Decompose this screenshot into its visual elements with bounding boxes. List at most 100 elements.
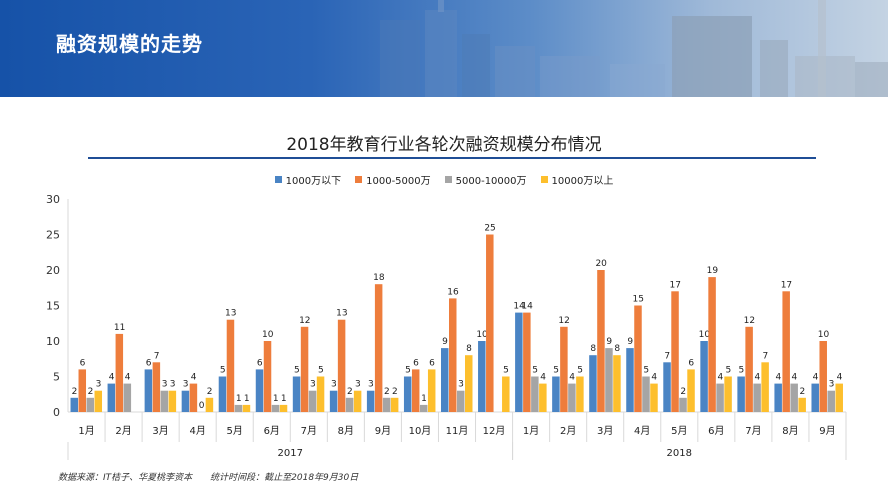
- group-label: 2017: [278, 448, 303, 459]
- bar: [782, 291, 790, 412]
- bar: [144, 369, 153, 412]
- chart-title: 2018年教育行业各轮次融资规模分布情况: [286, 135, 602, 155]
- data-label: 8: [614, 344, 620, 354]
- bar: [737, 376, 745, 412]
- x-tick-label: 3月: [597, 425, 613, 437]
- bar: [798, 397, 806, 412]
- data-label: 2: [800, 387, 806, 397]
- legend-label: 1000万以下: [285, 176, 342, 187]
- bar: [292, 376, 301, 412]
- bar: [515, 312, 523, 412]
- x-tick-label: 9月: [375, 425, 391, 437]
- data-label: 13: [225, 309, 236, 319]
- data-label: 3: [331, 380, 337, 390]
- legend-label: 1000-5000万: [366, 176, 431, 187]
- data-label: 16: [447, 287, 459, 297]
- bar: [716, 383, 724, 412]
- data-label: 6: [688, 358, 694, 368]
- x-tick-label: 7月: [301, 425, 317, 437]
- data-label: 5: [318, 366, 324, 376]
- bar: [811, 383, 819, 412]
- legend-item: 5000-10000万: [444, 172, 527, 187]
- data-label: 4: [109, 373, 115, 383]
- data-label: 4: [651, 373, 657, 383]
- banner-title: 融资规模的走势: [56, 32, 203, 56]
- bar: [523, 312, 531, 412]
- data-label: 4: [837, 373, 843, 383]
- bar: [613, 355, 621, 412]
- legend-swatch: [355, 176, 363, 183]
- bar: [337, 319, 346, 412]
- bar: [115, 333, 124, 412]
- legend-swatch: [444, 176, 452, 183]
- y-tick-label: 30: [46, 193, 60, 206]
- data-label: 14: [513, 302, 525, 312]
- data-label: 0: [199, 401, 205, 411]
- bar: [457, 390, 465, 412]
- group-label: 2018: [667, 448, 692, 459]
- bar: [560, 326, 568, 412]
- y-tick-label: 25: [46, 229, 60, 242]
- data-label: 5: [405, 366, 411, 376]
- bar: [819, 341, 827, 412]
- bar: [427, 369, 436, 412]
- bar: [181, 390, 190, 412]
- bar: [353, 390, 362, 412]
- bar: [642, 376, 650, 412]
- bar: [478, 341, 486, 412]
- bar: [160, 390, 169, 412]
- data-label: 10: [476, 330, 488, 340]
- bar: [345, 397, 354, 412]
- data-label: 2: [392, 387, 398, 397]
- data-label: 17: [670, 280, 681, 290]
- data-label: 4: [717, 373, 723, 383]
- data-label: 1: [281, 394, 287, 404]
- bar: [724, 376, 732, 412]
- bar: [589, 355, 597, 412]
- bar: [626, 348, 634, 412]
- bar: [78, 369, 87, 412]
- data-label: 12: [299, 316, 310, 326]
- bar: [234, 404, 243, 412]
- data-label: 2: [347, 387, 353, 397]
- bar: [531, 376, 539, 412]
- x-tick-label: 4月: [634, 425, 650, 437]
- bar: [403, 376, 412, 412]
- data-label: 13: [336, 309, 347, 319]
- bar: [329, 390, 338, 412]
- bar: [708, 277, 716, 412]
- data-label: 4: [569, 373, 575, 383]
- data-label: 1: [236, 394, 242, 404]
- bar: [700, 341, 708, 412]
- legend-item: 1000万以下: [274, 172, 342, 187]
- y-tick-label: 5: [53, 371, 60, 384]
- data-label: 11: [114, 323, 125, 333]
- data-label: 5: [577, 366, 583, 376]
- footnote: 数据来源：IT桔子、华夏桃李资本 统计时间段：截止至2018年9月30日: [58, 470, 358, 483]
- data-label: 7: [154, 351, 160, 361]
- bar: [218, 376, 227, 412]
- data-source-note: 数据来源：IT桔子、华夏桃李资本: [58, 473, 193, 483]
- data-label: 10: [262, 330, 274, 340]
- data-label: 4: [776, 373, 782, 383]
- data-label: 8: [590, 344, 596, 354]
- bar: [316, 376, 325, 412]
- legend-item: 10000万以上: [540, 172, 613, 187]
- data-label: 4: [813, 373, 819, 383]
- data-label: 17: [781, 280, 792, 290]
- data-label: 14: [521, 302, 533, 312]
- bar: [152, 362, 161, 412]
- data-label: 3: [355, 380, 361, 390]
- x-tick-label: 9月: [819, 425, 835, 437]
- x-tick-label: 12月: [483, 425, 506, 437]
- bar: [650, 383, 658, 412]
- data-label: 12: [558, 316, 569, 326]
- x-tick-label: 5月: [671, 425, 687, 437]
- data-label: 10: [818, 330, 830, 340]
- header-banner: 融资规模的走势: [0, 0, 888, 97]
- bar: [576, 376, 584, 412]
- data-label: 5: [643, 366, 649, 376]
- y-tick-label: 0: [53, 406, 60, 419]
- data-label: 4: [191, 373, 197, 383]
- data-label: 2: [72, 387, 78, 397]
